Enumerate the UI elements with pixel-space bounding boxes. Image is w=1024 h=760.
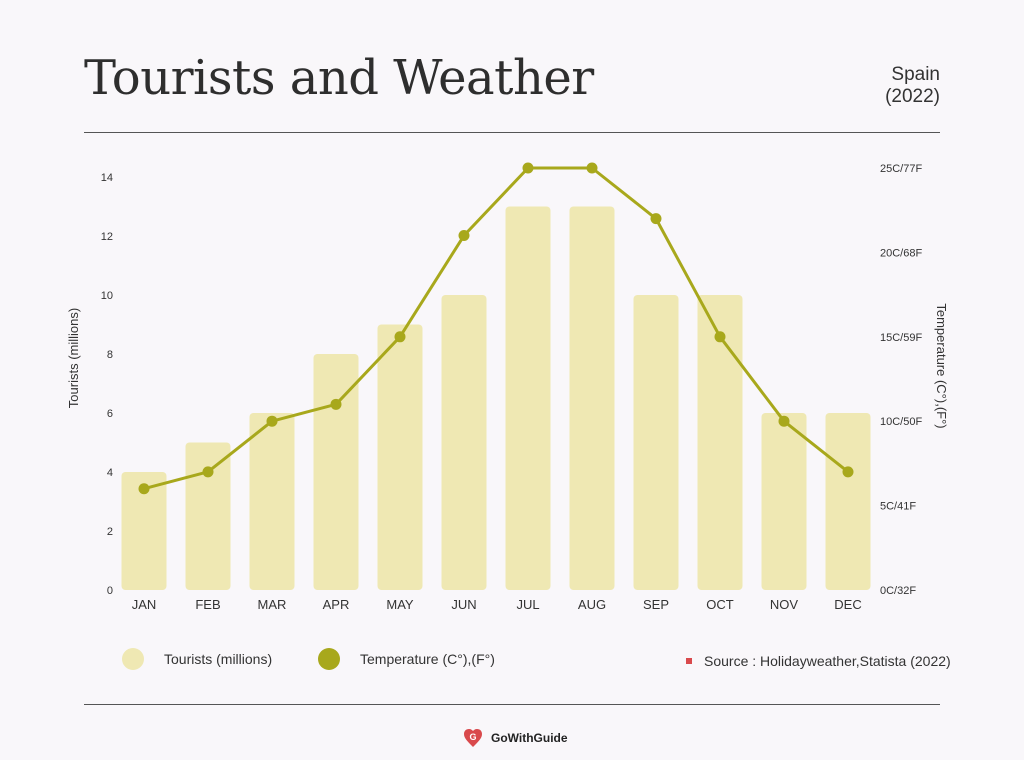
x-tick-label: DEC xyxy=(834,597,861,612)
right-axis-ticks: 0C/32F 5C/41F 10C/50F 15C/59F 20C/68F 25C/77F xyxy=(880,163,922,597)
temperature-point-may xyxy=(394,331,406,343)
temperature-point-jun xyxy=(458,230,470,242)
temperature-point-dec xyxy=(842,466,854,478)
x-tick-label: FEB xyxy=(195,597,220,612)
source-text: Source : Holidayweather,Statista (2022) xyxy=(704,653,951,669)
chart-title: Tourists and Weather xyxy=(84,50,594,106)
x-tick-label: APR xyxy=(323,597,350,612)
right-tick-label: 0C/32F xyxy=(880,585,916,597)
legend-temperature-label: Temperature (C°),(F°) xyxy=(360,651,495,667)
bottom-divider xyxy=(84,704,940,705)
left-tick-label: 2 xyxy=(107,526,113,538)
left-tick-label: 0 xyxy=(107,585,113,597)
right-tick-label: 20C/68F xyxy=(880,247,922,259)
right-tick-label: 15C/59F xyxy=(880,332,922,344)
x-tick-label: JUN xyxy=(451,597,476,612)
svg-text:G: G xyxy=(469,732,476,742)
temperature-line-group xyxy=(138,162,854,495)
left-tick-label: 6 xyxy=(107,408,113,420)
bar-feb xyxy=(185,442,231,590)
legend-tourists: Tourists (millions) xyxy=(122,648,272,670)
legend-tourists-label: Tourists (millions) xyxy=(164,651,273,667)
temperature-point-aug xyxy=(586,162,598,174)
bar-jan xyxy=(121,472,167,590)
temperature-point-oct xyxy=(714,331,726,343)
legend-temperature-swatch xyxy=(318,648,340,670)
x-tick-label: SEP xyxy=(643,597,669,612)
subtitle-country: Spain xyxy=(891,64,940,85)
temperature-point-apr xyxy=(330,398,342,410)
temperature-line xyxy=(143,166,849,491)
bar-nov xyxy=(761,413,807,590)
temperature-point-sep xyxy=(650,213,662,225)
subtitle-year: (2022) xyxy=(885,86,940,107)
bar-mar xyxy=(249,413,295,590)
left-tick-label: 4 xyxy=(107,467,113,479)
combo-chart: 0 2 4 6 8 10 12 14 0C/32F 5C/41F 10C/50F 15C/59F 20… xyxy=(66,162,949,612)
right-tick-label: 5C/41F xyxy=(880,501,916,513)
source-note: Source : Holidayweather,Statista (2022) xyxy=(686,653,951,669)
bar-sep xyxy=(633,295,679,590)
temperature-point-mar xyxy=(266,415,278,427)
temperature-point-nov xyxy=(778,415,790,427)
x-tick-label: MAR xyxy=(258,597,287,612)
x-tick-label: MAY xyxy=(386,597,414,612)
legend-temperature: Temperature (C°),(F°) xyxy=(318,648,495,670)
brand-footer: G GoWithGuide xyxy=(463,728,568,748)
x-tick-label: JAN xyxy=(132,597,157,612)
x-tick-label: NOV xyxy=(770,597,799,612)
left-tick-label: 14 xyxy=(101,172,113,184)
bar-may xyxy=(377,324,423,590)
legend-tourists-swatch xyxy=(122,648,144,670)
bar-aug xyxy=(569,206,615,590)
left-tick-label: 12 xyxy=(101,231,113,243)
temperature-point-jul xyxy=(522,162,534,174)
bar-oct xyxy=(697,295,743,590)
right-tick-label: 25C/77F xyxy=(880,163,922,175)
brand-name: GoWithGuide xyxy=(491,731,568,745)
x-axis-labels: JAN FEB MAR APR MAY JUN JUL AUG SEP OCT NOV DEC xyxy=(132,597,862,612)
left-tick-label: 10 xyxy=(101,290,113,302)
y-axis-label-right: Temperature (C°),(F°) xyxy=(934,303,949,428)
y-axis-label-left: Tourists (millions) xyxy=(66,308,81,408)
source-marker-icon xyxy=(686,658,692,664)
x-tick-label: OCT xyxy=(706,597,734,612)
right-tick-label: 10C/50F xyxy=(880,416,922,428)
gowithguide-logo-icon: G xyxy=(464,729,482,747)
bar-apr xyxy=(313,354,359,590)
temperature-point-jan xyxy=(138,483,150,495)
chart-subtitle: Spain (2022) xyxy=(885,64,940,108)
x-tick-label: JUL xyxy=(516,597,539,612)
bar-jul xyxy=(505,206,551,590)
bars xyxy=(121,206,871,590)
bar-jun xyxy=(441,295,487,590)
temperature-point-feb xyxy=(202,466,214,478)
bar-dec xyxy=(825,413,871,590)
top-divider xyxy=(84,132,940,133)
left-axis-ticks: 0 2 4 6 8 10 12 14 xyxy=(101,172,113,597)
left-tick-label: 8 xyxy=(107,349,113,361)
x-tick-label: AUG xyxy=(578,597,606,612)
